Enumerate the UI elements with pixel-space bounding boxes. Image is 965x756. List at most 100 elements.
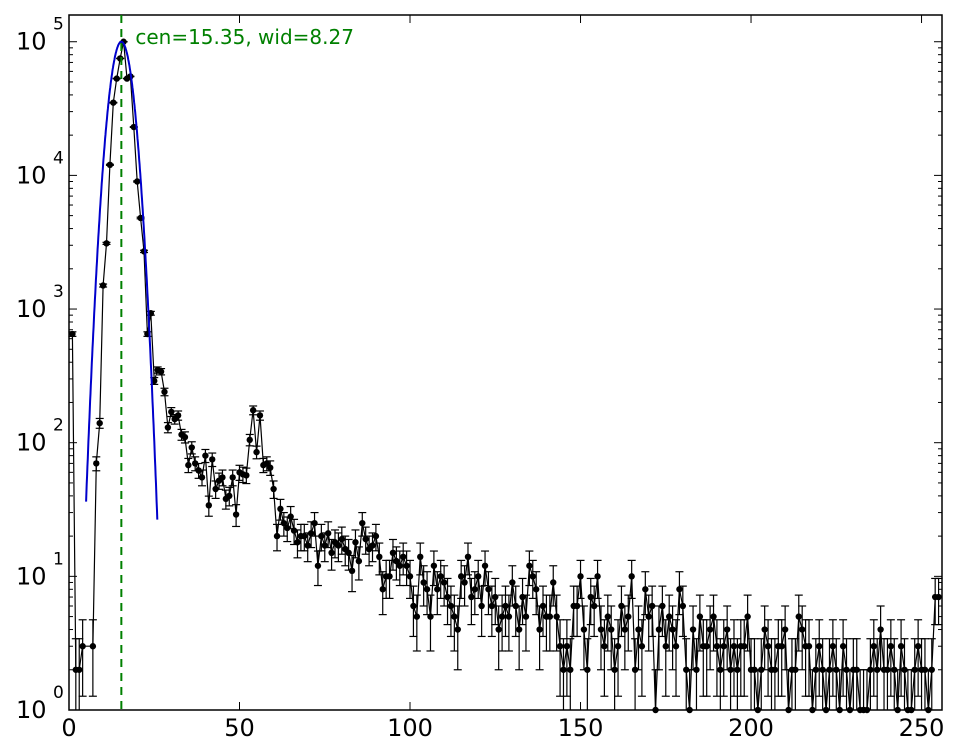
data-point xyxy=(420,579,427,586)
data-point xyxy=(550,579,557,586)
y-tick-exponent: 3 xyxy=(53,282,64,302)
data-point xyxy=(110,99,117,106)
data-point xyxy=(553,613,560,620)
data-point xyxy=(884,666,891,673)
data-point xyxy=(573,602,581,610)
x-tick-label: 0 xyxy=(61,714,76,742)
data-point xyxy=(563,643,571,650)
y-tick-exponent: 0 xyxy=(53,683,64,703)
data-point xyxy=(389,549,397,557)
data-point xyxy=(505,613,513,620)
data-point xyxy=(372,532,380,540)
data-point xyxy=(481,562,489,569)
data-point xyxy=(243,472,250,479)
data-point xyxy=(256,412,264,419)
data-point xyxy=(515,626,523,633)
y-tick-exponent: 4 xyxy=(53,148,64,168)
y-tick-base: 10 xyxy=(16,161,47,189)
data-point xyxy=(625,613,632,620)
data-point xyxy=(488,602,496,610)
data-point xyxy=(798,626,806,633)
data-point xyxy=(642,586,649,593)
data-point xyxy=(584,666,591,673)
data-point xyxy=(679,602,687,610)
data-layer xyxy=(68,38,943,714)
data-point xyxy=(509,579,516,586)
y-tick-base: 10 xyxy=(16,429,47,457)
x-tick-label: 150 xyxy=(558,714,604,742)
data-point xyxy=(911,666,918,673)
data-point xyxy=(635,626,642,633)
data-point xyxy=(792,666,799,673)
data-point xyxy=(379,586,386,593)
data-point xyxy=(338,535,346,543)
data-point xyxy=(478,602,485,610)
data-point xyxy=(475,573,482,580)
data-point xyxy=(457,573,465,580)
data-point xyxy=(290,527,298,534)
data-point xyxy=(529,573,536,580)
data-point xyxy=(202,452,209,459)
data-point xyxy=(277,505,284,513)
data-point xyxy=(168,408,175,416)
data-point xyxy=(485,586,492,593)
data-point xyxy=(157,368,165,375)
data-point xyxy=(219,474,226,481)
data-point xyxy=(730,643,738,650)
data-point xyxy=(376,553,383,561)
data-point xyxy=(648,602,656,610)
data-point xyxy=(526,562,533,569)
data-point xyxy=(396,562,403,569)
data-point xyxy=(720,643,727,650)
data-point xyxy=(590,602,598,610)
y-tick-base: 10 xyxy=(16,28,47,56)
data-point xyxy=(914,643,922,650)
data-point xyxy=(451,613,458,620)
data-point xyxy=(532,586,540,593)
data-point xyxy=(744,613,751,620)
data-point xyxy=(348,567,356,575)
data-point xyxy=(106,161,114,169)
data-point xyxy=(870,643,877,650)
data-point xyxy=(594,573,601,580)
data-point xyxy=(287,513,294,520)
data-point xyxy=(727,666,734,673)
y-tick-base: 10 xyxy=(16,696,47,724)
data-point xyxy=(689,626,697,633)
y-tick-base: 10 xyxy=(16,295,47,323)
data-point xyxy=(246,436,253,444)
data-point xyxy=(710,613,717,620)
data-point xyxy=(580,626,588,633)
data-point xyxy=(417,553,424,561)
data-point xyxy=(440,579,448,586)
data-point xyxy=(352,539,359,546)
data-point xyxy=(266,464,274,471)
data-point xyxy=(734,666,741,673)
data-point xyxy=(226,492,233,500)
data-point xyxy=(314,562,322,569)
data-point xyxy=(454,626,461,633)
y-tick-exponent: 2 xyxy=(53,416,64,436)
data-point xyxy=(198,474,206,481)
data-point xyxy=(471,586,479,593)
data-point xyxy=(188,444,195,451)
data-point xyxy=(328,549,335,557)
data-point xyxy=(495,626,502,633)
data-point xyxy=(447,602,455,610)
data-point xyxy=(826,666,833,673)
data-point xyxy=(638,643,646,650)
data-point xyxy=(614,643,622,650)
data-point xyxy=(444,593,451,601)
data-point xyxy=(604,613,612,620)
data-point xyxy=(795,613,802,620)
data-point xyxy=(546,613,554,620)
data-point xyxy=(301,532,308,540)
x-tick-label: 250 xyxy=(899,714,945,742)
data-point xyxy=(161,388,168,396)
data-point xyxy=(335,542,342,549)
data-point xyxy=(174,412,182,419)
data-point xyxy=(205,502,213,509)
data-point xyxy=(829,643,837,650)
fit-annotation: cen=15.35, wid=8.27 xyxy=(135,25,354,49)
